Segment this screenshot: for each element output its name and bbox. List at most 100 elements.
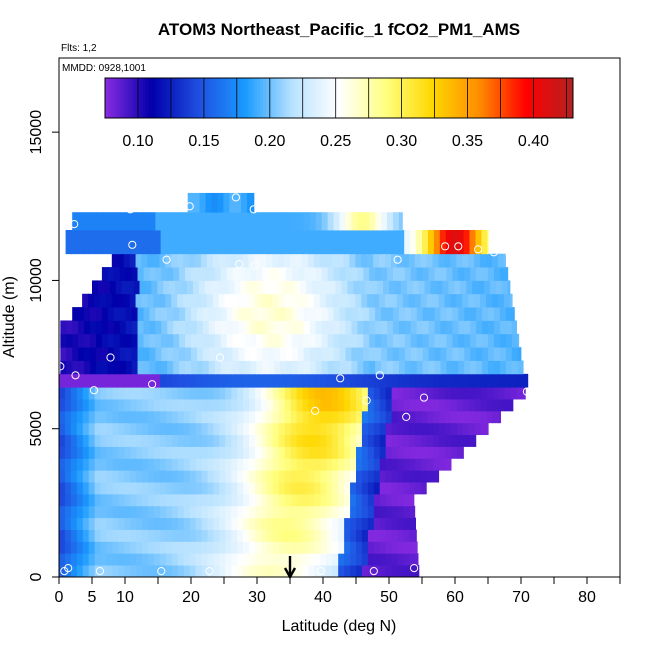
heatmap-cell <box>284 517 292 530</box>
heatmap-cell <box>356 493 363 507</box>
heatmap-cell <box>260 373 268 388</box>
heatmap-cell <box>373 422 381 436</box>
heatmap-cell <box>231 387 238 400</box>
heatmap-cell <box>64 434 72 447</box>
heatmap-cell <box>99 293 107 308</box>
heatmap-cell <box>299 280 307 295</box>
heatmap-cell <box>302 387 310 400</box>
heatmap-cell <box>320 493 327 507</box>
heatmap-cell <box>254 293 261 308</box>
heatmap-cell <box>106 387 114 400</box>
heatmap-cell <box>439 434 446 447</box>
heatmap-cell <box>278 410 286 424</box>
heatmap-cell <box>356 565 363 577</box>
heatmap-cell <box>321 230 328 255</box>
heatmap-cell <box>350 458 357 471</box>
heatmap-cell <box>464 320 471 335</box>
heatmap-cell <box>100 410 108 424</box>
heatmap-cell <box>286 212 293 231</box>
heatmap-cell <box>308 482 316 495</box>
heatmap-cell <box>357 347 364 361</box>
heatmap-cell <box>142 410 149 424</box>
heatmap-cell <box>361 565 369 577</box>
heatmap-cell <box>293 280 301 295</box>
heatmap-cell <box>268 333 275 348</box>
heatmap-cell <box>434 307 442 321</box>
heatmap-cell <box>278 517 286 530</box>
heatmap-cell <box>231 553 238 566</box>
heatmap-cell <box>421 470 428 483</box>
heatmap-cell <box>274 360 281 375</box>
heatmap-cell <box>397 505 405 519</box>
colorbar-segment <box>473 78 477 118</box>
colorbar-segment <box>540 78 545 118</box>
heatmap-cell <box>397 517 405 530</box>
heatmap-cell <box>237 422 244 436</box>
heatmap-cell <box>76 387 84 400</box>
heatmap-cell <box>308 458 316 471</box>
heatmap-cell <box>250 360 257 375</box>
heatmap-cell <box>493 320 501 335</box>
heatmap-cell <box>421 387 428 400</box>
heatmap-cell <box>76 470 84 483</box>
heatmap-cell <box>409 458 416 471</box>
heatmap-cell <box>302 482 310 495</box>
heatmap-cell <box>456 399 464 412</box>
heatmap-cell <box>326 230 334 255</box>
heatmap-cell <box>303 333 311 348</box>
heatmap-cell <box>177 541 185 554</box>
heatmap-cell <box>165 446 173 459</box>
heatmap-cell <box>278 458 286 471</box>
heatmap-cell <box>427 399 434 412</box>
heatmap-cell <box>167 212 174 231</box>
heatmap-cell <box>499 307 507 321</box>
heatmap-cell <box>213 517 220 530</box>
heatmap-cell <box>367 387 375 400</box>
heatmap-cell <box>173 333 180 348</box>
heatmap-cell <box>231 482 238 495</box>
heatmap-cell <box>82 517 90 530</box>
heatmap-cell <box>345 212 352 231</box>
heatmap-cell <box>191 347 198 361</box>
colorbar-segment <box>268 78 273 118</box>
heatmap-cell <box>177 517 185 530</box>
heatmap-cell <box>398 333 406 348</box>
heatmap-cell <box>416 360 424 375</box>
colorbar-segment <box>183 78 188 118</box>
heatmap-cell <box>284 541 292 554</box>
heatmap-cell <box>279 230 286 255</box>
heatmap-cell <box>243 387 250 400</box>
heatmap-cell <box>268 320 275 335</box>
sample-point <box>157 567 166 576</box>
heatmap-cell <box>397 446 405 459</box>
heatmap-cell <box>59 553 66 566</box>
heatmap-cell <box>450 293 457 308</box>
heatmap-cell <box>250 333 257 348</box>
heatmap-cell <box>136 399 143 412</box>
heatmap-cell <box>255 434 262 447</box>
heatmap-cell <box>504 373 512 388</box>
heatmap-cell <box>177 373 185 388</box>
heatmap-cell <box>491 253 499 268</box>
heatmap-cell <box>468 434 476 447</box>
heatmap-cell <box>201 529 209 542</box>
heatmap-cell <box>165 517 173 530</box>
heatmap-cell <box>154 410 161 424</box>
curtain-band <box>59 565 420 577</box>
heatmap-cell <box>195 410 203 424</box>
heatmap-cell <box>131 360 139 375</box>
heatmap-cell <box>189 422 197 436</box>
heatmap-cell <box>332 482 339 495</box>
heatmap-cell <box>183 422 191 436</box>
heatmap-cell <box>165 293 172 308</box>
heatmap-cell <box>272 373 280 388</box>
heatmap-cell <box>339 333 347 348</box>
heatmap-cell <box>497 253 505 268</box>
heatmap-cell <box>142 230 150 255</box>
heatmap-cell <box>161 333 168 348</box>
colorbar-segment <box>260 78 264 118</box>
heatmap-cell <box>237 553 244 566</box>
heatmap-cell <box>476 307 483 321</box>
heatmap-cell <box>255 470 262 483</box>
colorbar-segment <box>219 78 223 118</box>
